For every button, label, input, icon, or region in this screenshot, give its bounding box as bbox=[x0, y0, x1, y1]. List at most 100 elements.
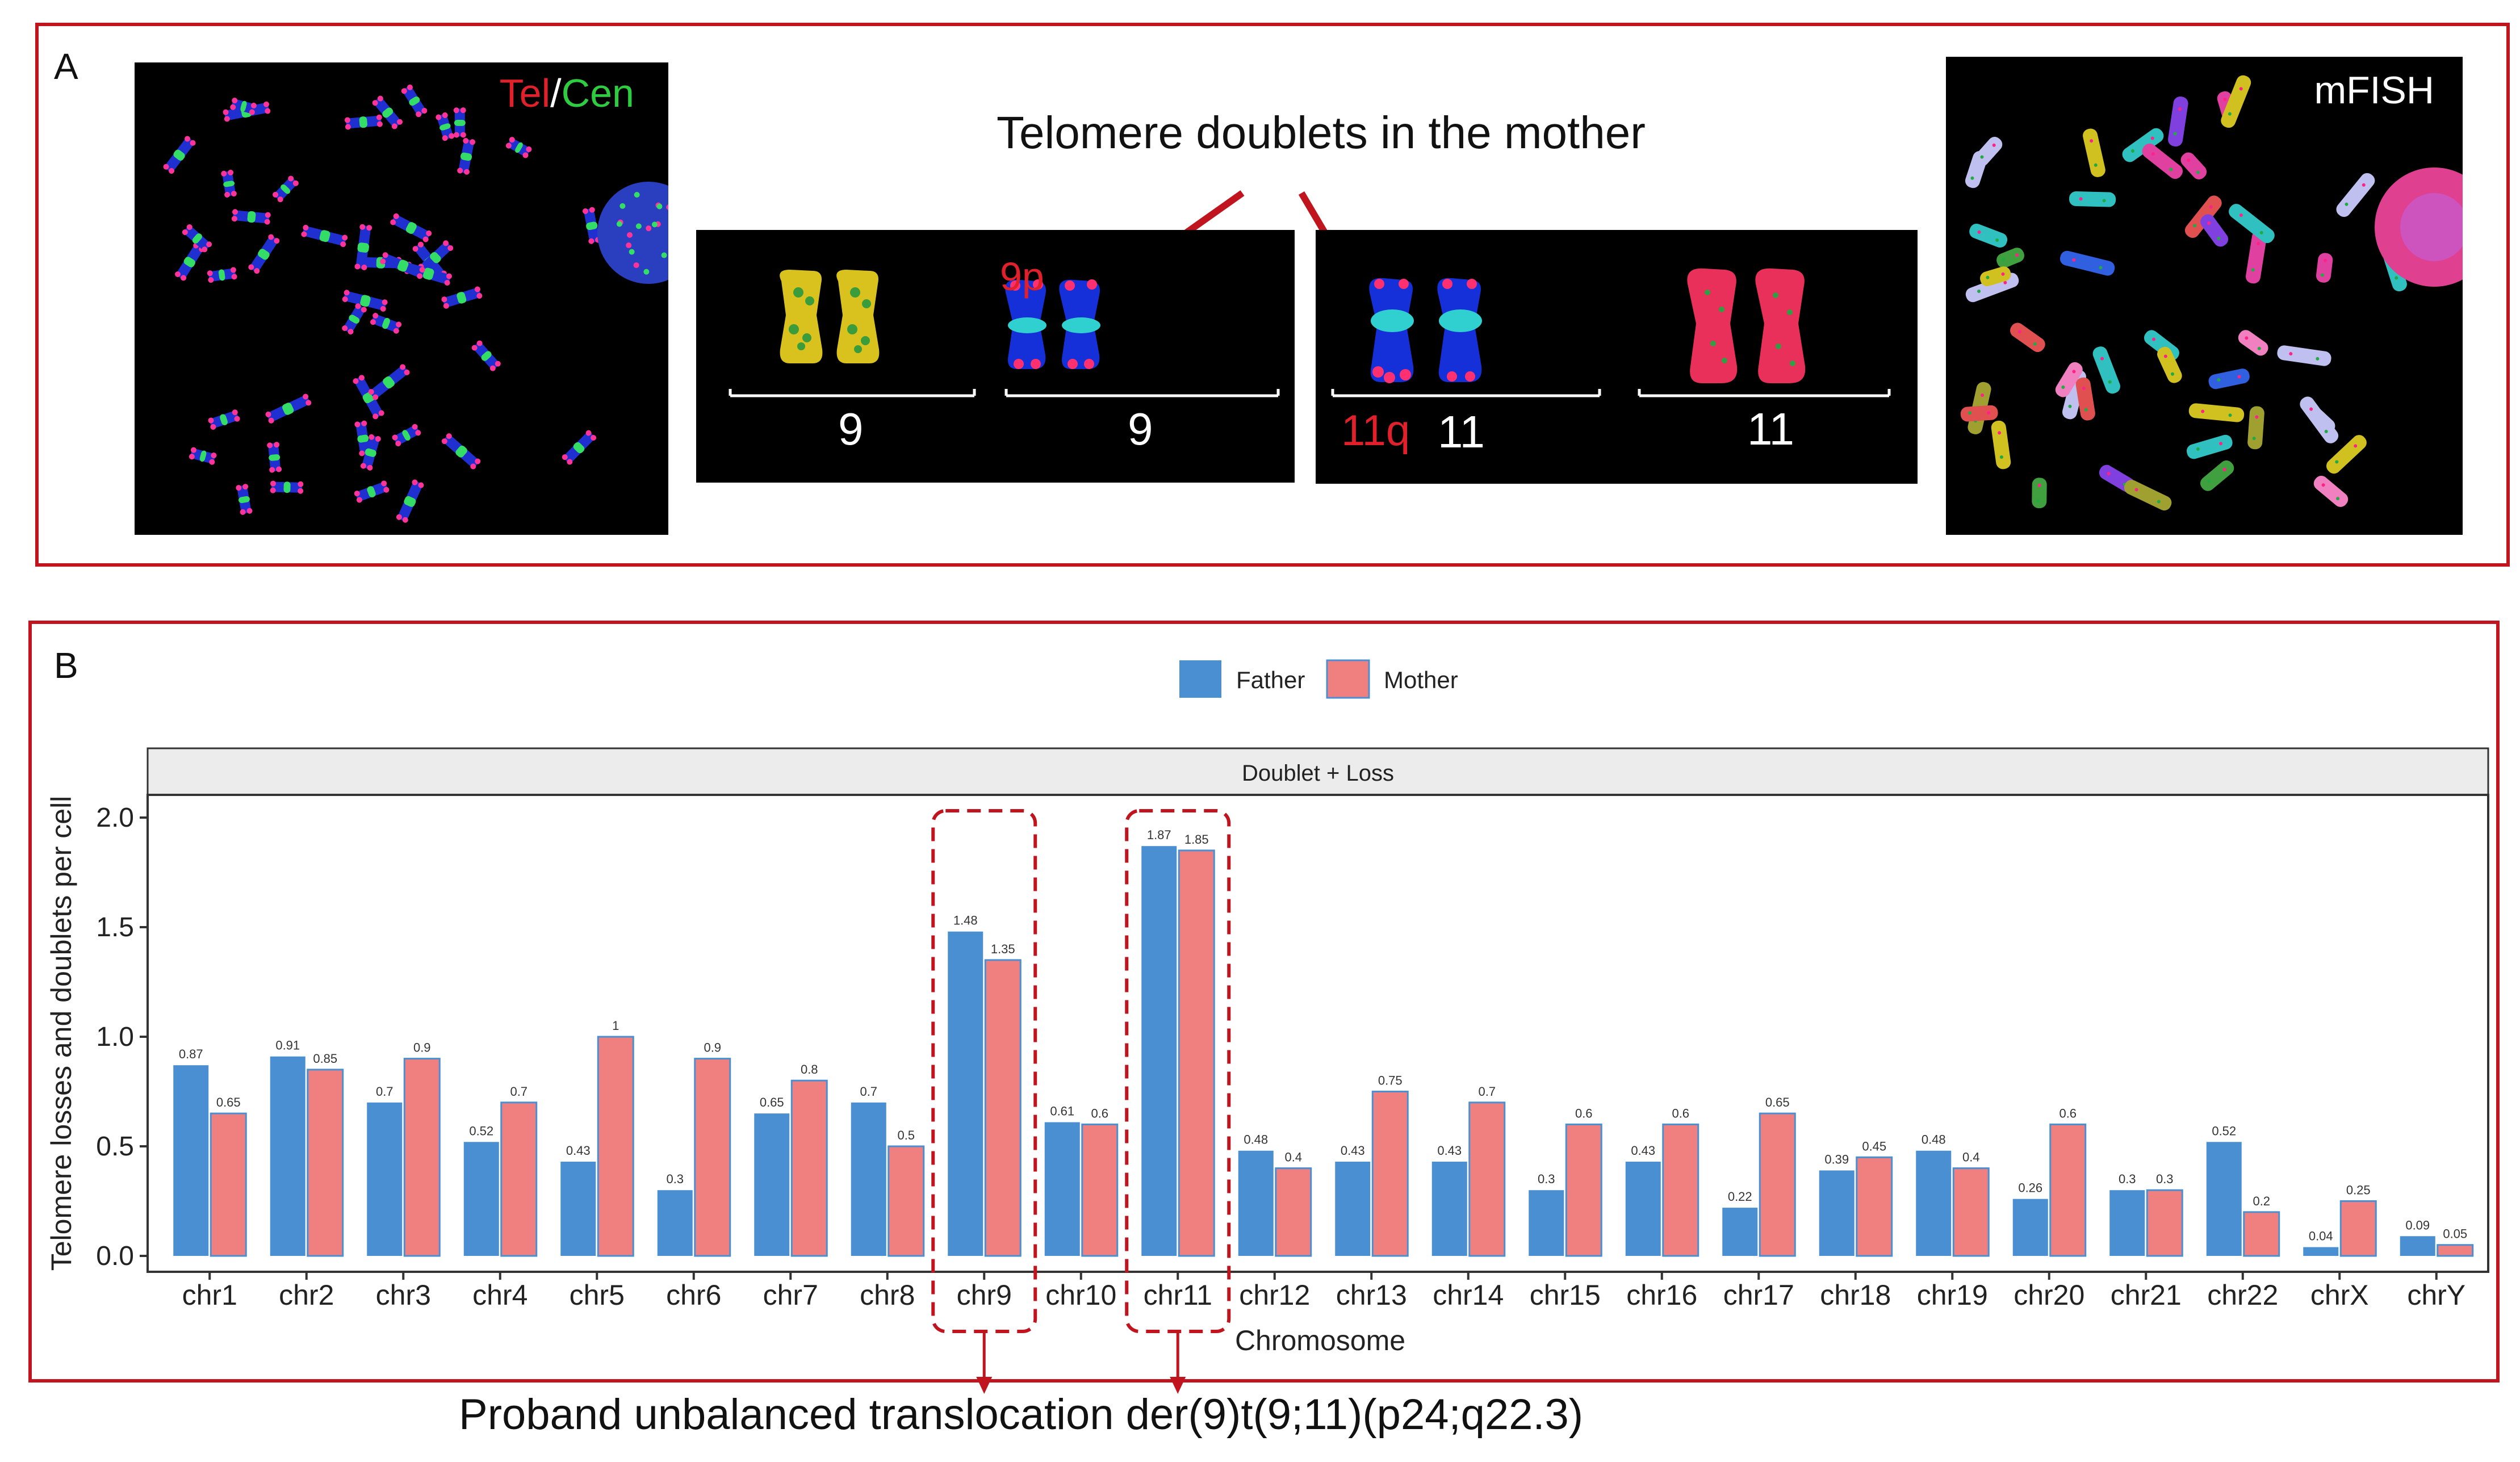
chromosome bbox=[562, 430, 597, 465]
panel-b bbox=[28, 621, 2500, 1383]
mfish-chromosome bbox=[2075, 377, 2095, 421]
nucleus-spot bbox=[635, 223, 642, 229]
x-tick-label-chr22: chr22 bbox=[2207, 1279, 2278, 1311]
bar-label-father-chr3: 0.7 bbox=[376, 1084, 394, 1099]
nucleus-spot bbox=[634, 192, 640, 198]
chromosome bbox=[582, 207, 601, 244]
bar-father-chr5 bbox=[560, 1162, 596, 1256]
bar-mother-chr21 bbox=[2146, 1189, 2183, 1257]
chromosome bbox=[360, 434, 381, 471]
bar-label-father-chr13: 0.43 bbox=[1341, 1143, 1365, 1158]
bar-father-chr15 bbox=[1529, 1190, 1564, 1256]
bar-label-mother-chrY: 0.05 bbox=[2443, 1227, 2467, 1241]
mfish-chromosome bbox=[2313, 475, 2349, 507]
highlight-arrowhead-chr9 bbox=[976, 1377, 993, 1394]
bar-mother-chr16 bbox=[1662, 1123, 1699, 1257]
chromosome bbox=[353, 375, 384, 420]
bar-label-mother-chr17: 0.65 bbox=[1765, 1095, 1790, 1109]
mfish-chromosome bbox=[2083, 128, 2105, 177]
x-tick-label-chr14: chr14 bbox=[1433, 1279, 1504, 1311]
chromosome bbox=[368, 364, 410, 400]
bar-label-mother-chr11: 1.85 bbox=[1184, 832, 1209, 847]
bar-label-mother-chr8: 0.5 bbox=[897, 1128, 915, 1142]
panel-a-title: Telomere doublets in the mother bbox=[997, 107, 1646, 158]
nucleus-spot bbox=[633, 262, 639, 269]
x-axis-title: Chromosome bbox=[1235, 1325, 1405, 1356]
bar-mother-chr6 bbox=[694, 1058, 731, 1257]
nucleus-spot bbox=[661, 252, 667, 258]
bar-mother-chr22 bbox=[2243, 1211, 2280, 1257]
mfish-chromosomes bbox=[1960, 75, 2463, 511]
bar-father-chr1 bbox=[173, 1065, 209, 1256]
mfish-label: mFISH bbox=[2314, 69, 2434, 112]
bar-father-chr20 bbox=[2012, 1199, 2048, 1256]
mfish-chromosome bbox=[1980, 266, 2011, 287]
bar-mother-chr17 bbox=[1759, 1112, 1796, 1257]
interphase-nucleus bbox=[597, 182, 668, 284]
nucleus-spot bbox=[626, 242, 632, 249]
chromosome bbox=[471, 340, 501, 371]
bar-label-father-chrX: 0.04 bbox=[2309, 1229, 2333, 1243]
mfish-chromosome bbox=[2200, 214, 2229, 247]
nucleus-spot bbox=[666, 204, 668, 210]
tel-label: Tel bbox=[499, 71, 551, 115]
bar-mother-chr15 bbox=[1565, 1123, 1602, 1257]
highlight-arrowhead-chr11 bbox=[1170, 1377, 1186, 1394]
bar-label-father-chr16: 0.43 bbox=[1631, 1143, 1655, 1158]
x-tick-label-chr13: chr13 bbox=[1336, 1279, 1407, 1311]
x-tick-label-chr7: chr7 bbox=[763, 1279, 818, 1311]
chromosome bbox=[505, 137, 532, 158]
panel-a-letter: A bbox=[54, 46, 78, 87]
bar-father-chr16 bbox=[1625, 1162, 1661, 1256]
chromosome bbox=[390, 213, 432, 242]
mfish-chromosome bbox=[2336, 173, 2375, 217]
x-tick-label-chr3: chr3 bbox=[376, 1279, 431, 1311]
bar-mother-chr8 bbox=[888, 1145, 925, 1257]
chromosome bbox=[231, 209, 271, 225]
bar-label-mother-chr10: 0.6 bbox=[1091, 1106, 1108, 1120]
bar-label-mother-chr6: 0.9 bbox=[704, 1041, 721, 1055]
chr11-telfish-left bbox=[1369, 278, 1482, 383]
bar-mother-chrX bbox=[2339, 1200, 2377, 1257]
bar-label-mother-chr7: 0.8 bbox=[801, 1062, 818, 1076]
x-tick-label-chr8: chr8 bbox=[860, 1279, 915, 1311]
bar-father-chr11 bbox=[1141, 846, 1177, 1256]
legend-father-swatch bbox=[1179, 660, 1221, 698]
chromosome bbox=[441, 433, 481, 470]
bar-label-father-chr9: 1.48 bbox=[953, 914, 978, 928]
chromosome bbox=[248, 234, 280, 274]
bar-label-mother-chr18: 0.45 bbox=[1862, 1139, 1886, 1153]
panel-a bbox=[35, 23, 2510, 567]
bar-father-chr13 bbox=[1335, 1162, 1371, 1256]
bar-label-mother-chrX: 0.25 bbox=[2346, 1183, 2371, 1197]
bar-label-mother-chr20: 0.6 bbox=[2059, 1106, 2077, 1120]
chromosome bbox=[208, 409, 240, 430]
bar-label-father-chr22: 0.52 bbox=[2212, 1124, 2236, 1138]
mfish-chromosome bbox=[2208, 368, 2250, 389]
chromosome bbox=[344, 114, 383, 130]
nucleus-spot bbox=[643, 269, 650, 275]
mfish-chromosome bbox=[2200, 460, 2234, 491]
chr11-right-label: 11 bbox=[1747, 404, 1795, 454]
mfish-chromosome bbox=[2186, 434, 2233, 459]
x-tick-label-chr4: chr4 bbox=[472, 1279, 528, 1311]
plot-area bbox=[146, 794, 2489, 1273]
chr11-pair-image: 11q 11 11 bbox=[1316, 230, 1918, 484]
bar-label-mother-chr4: 0.7 bbox=[510, 1084, 528, 1099]
mfish-chromosome bbox=[2010, 322, 2045, 353]
bar-mother-chr19 bbox=[1952, 1167, 1990, 1257]
bar-label-mother-chr15: 0.6 bbox=[1575, 1106, 1593, 1120]
bar-mother-chr5 bbox=[597, 1036, 634, 1257]
chr11-left-label: 11 bbox=[1438, 407, 1485, 457]
bar-father-chr12 bbox=[1238, 1150, 1274, 1256]
mfish-chromosome bbox=[2221, 75, 2251, 128]
mfish-chromosome bbox=[2059, 250, 2115, 276]
bar-mother-chr3 bbox=[403, 1058, 441, 1257]
chromosome bbox=[354, 224, 372, 270]
chromosome bbox=[207, 267, 237, 283]
mfish-chromosome bbox=[2247, 406, 2264, 450]
chromosome bbox=[453, 107, 466, 138]
bar-father-chrX bbox=[2303, 1247, 2339, 1256]
mfish-chromosome bbox=[2069, 191, 2116, 207]
y-tick-label: 0.5 bbox=[96, 1132, 134, 1162]
